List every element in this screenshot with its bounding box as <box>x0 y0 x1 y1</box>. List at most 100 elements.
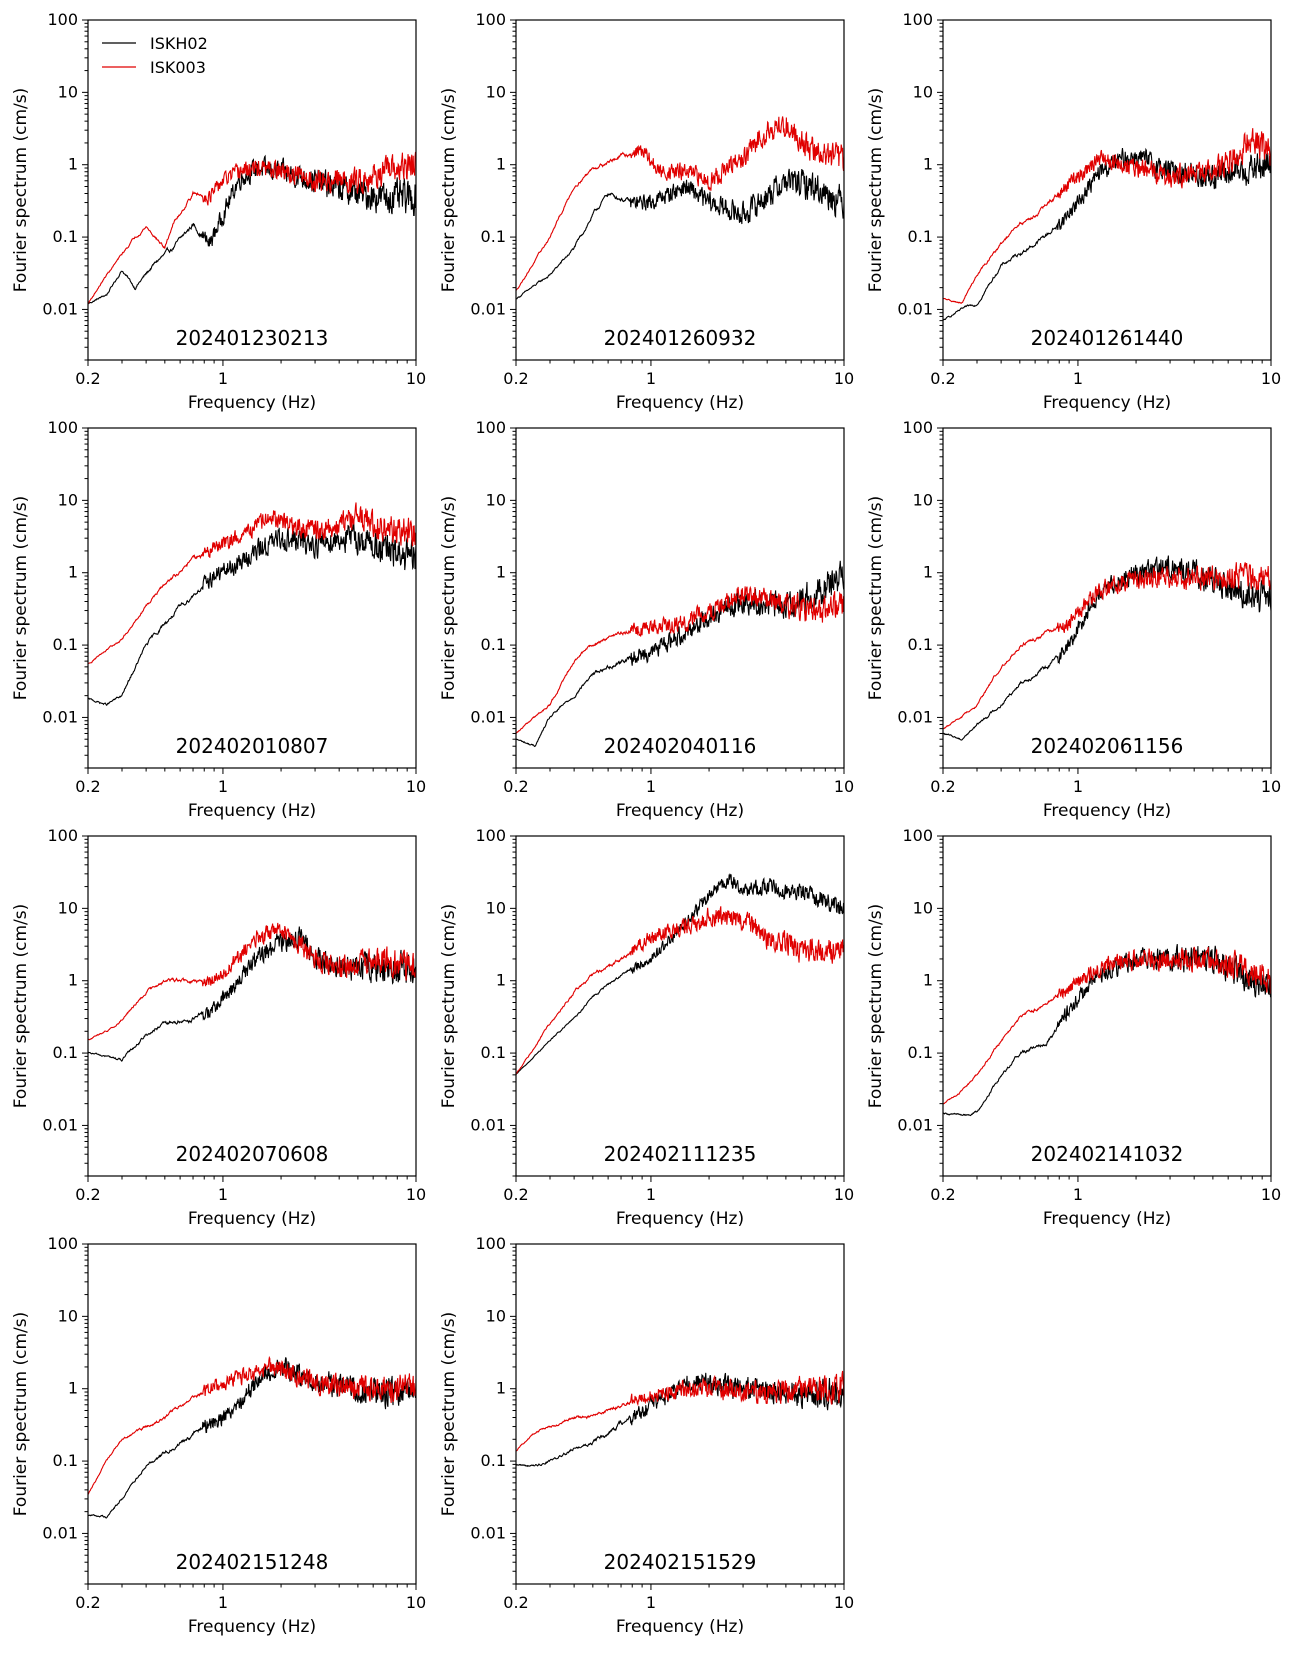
panel-202401261440: 0.2 1 10 0.01 0.1 1 10 100 Frequency (Hz) Fourier… <box>866 10 1281 413</box>
y-tick-label: 100 <box>47 826 78 845</box>
series-line-isk003 <box>88 151 416 304</box>
y-axis-label: Fourier spectrum (cm/s) <box>866 496 886 701</box>
panel-202402151248: 0.2 1 10 0.01 0.1 1 10 100 Frequency (Hz) Fourier… <box>11 1234 426 1637</box>
x-tick-label: 0.2 <box>503 1593 528 1612</box>
series-line-iskh02 <box>943 147 1271 321</box>
y-tick-label: 0.01 <box>470 1523 506 1542</box>
axes-frame <box>87 427 417 769</box>
event-id-label: 202402061156 <box>1031 734 1184 758</box>
panel-202402070608: 0.2 1 10 0.01 0.1 1 10 100 Frequency (Hz) Fourier… <box>11 826 426 1229</box>
y-tick-label: 1 <box>496 1379 506 1398</box>
event-id-label: 202402111235 <box>604 1142 757 1166</box>
y-tick-label: 0.1 <box>53 635 78 654</box>
event-id-label: 202401261440 <box>1031 326 1184 350</box>
y-tick-label: 100 <box>47 10 78 29</box>
x-axis-label: Frequency (Hz) <box>616 1209 744 1229</box>
x-tick-label: 0.2 <box>930 777 955 796</box>
x-axis-label: Frequency (Hz) <box>188 393 316 413</box>
y-axis-label: Fourier spectrum (cm/s) <box>11 904 31 1109</box>
series-line-iskh02 <box>88 521 416 707</box>
y-tick-label: 10 <box>58 1306 78 1325</box>
series-line-iskh02 <box>88 154 416 305</box>
y-axis-label: Fourier spectrum (cm/s) <box>11 88 31 293</box>
x-tick-label: 10 <box>834 369 854 388</box>
x-tick-label: 0.2 <box>75 1185 100 1204</box>
series-line-isk003 <box>516 1370 844 1452</box>
event-id-label: 202402070608 <box>176 1142 329 1166</box>
axes-frame <box>515 19 845 361</box>
y-tick-label: 0.1 <box>908 227 933 246</box>
axes-frame <box>515 1243 845 1585</box>
x-tick-label: 1 <box>218 369 228 388</box>
series-line-isk003 <box>516 116 844 291</box>
y-tick-label: 1 <box>923 155 933 174</box>
x-tick-label: 10 <box>1261 369 1281 388</box>
x-tick-label: 0.2 <box>503 777 528 796</box>
y-tick-label: 10 <box>913 898 933 917</box>
y-tick-label: 0.1 <box>53 1451 78 1470</box>
y-tick-label: 100 <box>47 1234 78 1253</box>
axes-frame <box>515 427 845 769</box>
series-line-isk003 <box>88 1355 416 1495</box>
panel-202402010807: 0.2 1 10 0.01 0.1 1 10 100 Frequency (Hz) Fourier… <box>11 418 426 821</box>
x-axis-label: Frequency (Hz) <box>616 393 744 413</box>
y-tick-label: 100 <box>902 826 933 845</box>
axes-frame <box>942 19 1272 361</box>
y-tick-label: 1 <box>496 971 506 990</box>
x-tick-label: 10 <box>834 1593 854 1612</box>
y-tick-label: 0.01 <box>42 1115 78 1134</box>
x-axis-label: Frequency (Hz) <box>188 801 316 821</box>
y-tick-label: 0.01 <box>897 299 933 318</box>
y-tick-label: 0.01 <box>42 707 78 726</box>
panel-202402061156: 0.2 1 10 0.01 0.1 1 10 100 Frequency (Hz) Fourier… <box>866 418 1281 821</box>
event-id-label: 202402151248 <box>176 1550 329 1574</box>
x-tick-label: 1 <box>646 369 656 388</box>
y-tick-label: 10 <box>58 898 78 917</box>
y-tick-label: 0.01 <box>470 299 506 318</box>
y-tick-label: 100 <box>902 10 933 29</box>
axes-frame <box>942 835 1272 1177</box>
panel-202402141032: 0.2 1 10 0.01 0.1 1 10 100 Frequency (Hz) Fourier… <box>866 826 1281 1229</box>
y-tick-label: 100 <box>902 418 933 437</box>
event-id-label: 202402141032 <box>1031 1142 1184 1166</box>
x-tick-label: 1 <box>218 1593 228 1612</box>
y-tick-label: 0.01 <box>897 1115 933 1134</box>
legend-label-iskh02: ISKH02 <box>150 34 208 53</box>
y-tick-label: 0.01 <box>470 707 506 726</box>
panel-202401260932: 0.2 1 10 0.01 0.1 1 10 100 Frequency (Hz) Fourier… <box>439 10 854 413</box>
y-tick-label: 1 <box>496 155 506 174</box>
y-tick-label: 1 <box>923 971 933 990</box>
y-axis-label: Fourier spectrum (cm/s) <box>439 1312 459 1517</box>
y-tick-label: 0.1 <box>53 1043 78 1062</box>
series-line-isk003 <box>516 585 844 734</box>
series-line-isk003 <box>943 946 1271 1105</box>
y-axis-label: Fourier spectrum (cm/s) <box>439 496 459 701</box>
x-axis-label: Frequency (Hz) <box>616 801 744 821</box>
y-tick-label: 1 <box>68 563 78 582</box>
series-line-iskh02 <box>516 168 844 300</box>
x-tick-label: 1 <box>646 1593 656 1612</box>
legend-label-isk003: ISK003 <box>150 58 206 77</box>
event-id-label: 202402040116 <box>604 734 757 758</box>
y-axis-label: Fourier spectrum (cm/s) <box>11 496 31 701</box>
series-line-iskh02 <box>88 1357 416 1519</box>
series-line-iskh02 <box>516 560 844 748</box>
y-tick-label: 100 <box>47 418 78 437</box>
y-tick-label: 10 <box>913 82 933 101</box>
y-tick-label: 0.1 <box>53 227 78 246</box>
y-tick-label: 100 <box>475 826 506 845</box>
y-tick-label: 0.1 <box>481 227 506 246</box>
x-tick-label: 10 <box>1261 1185 1281 1204</box>
axes-frame <box>87 19 417 361</box>
x-tick-label: 1 <box>1073 369 1083 388</box>
y-tick-label: 100 <box>475 1234 506 1253</box>
x-tick-label: 1 <box>218 777 228 796</box>
x-tick-label: 10 <box>1261 777 1281 796</box>
x-tick-label: 0.2 <box>930 369 955 388</box>
x-tick-label: 0.2 <box>75 1593 100 1612</box>
y-tick-label: 100 <box>475 10 506 29</box>
series-line-isk003 <box>88 922 416 1041</box>
x-axis-label: Frequency (Hz) <box>1043 393 1171 413</box>
y-tick-label: 10 <box>486 898 506 917</box>
